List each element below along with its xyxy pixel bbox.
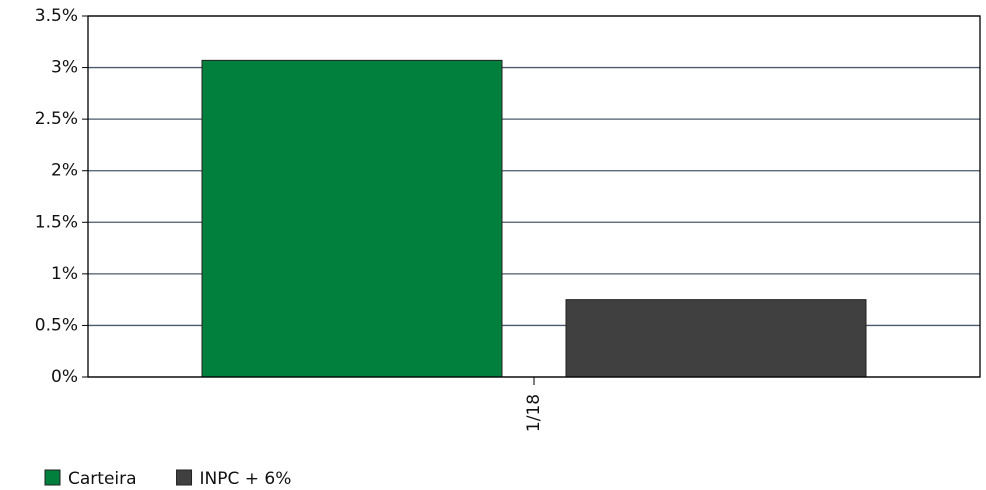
y-tick-label: 2.5% (35, 109, 78, 129)
bar (201, 59, 503, 378)
y-tick-label: 3% (51, 58, 78, 78)
y-tick-label: 3.5% (35, 6, 78, 26)
legend-swatch (44, 469, 61, 486)
plot-frame (87, 15, 981, 378)
y-tick-label: 0% (51, 367, 78, 387)
y-tick-label: 2% (51, 161, 78, 181)
x-tick-label: 1/18 (524, 394, 544, 432)
y-tick-label: 1% (51, 264, 78, 284)
bar (565, 299, 867, 378)
legend-label: INPC + 6% (200, 469, 292, 489)
y-tick-label: 1.5% (35, 212, 78, 232)
legend-swatch (176, 469, 193, 486)
legend-label: Carteira (68, 469, 137, 489)
y-tick-label: 0.5% (35, 315, 78, 335)
